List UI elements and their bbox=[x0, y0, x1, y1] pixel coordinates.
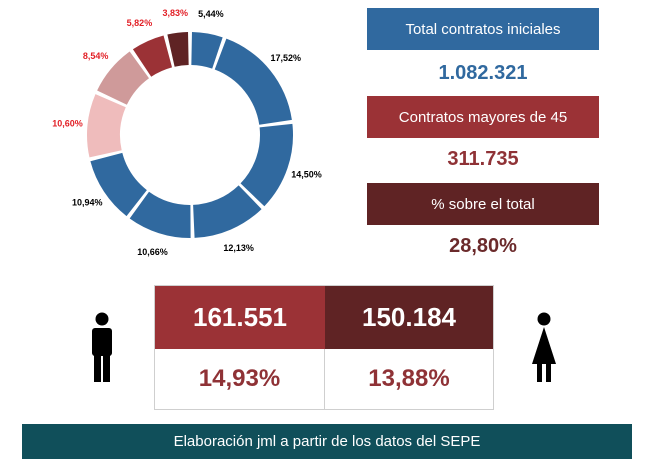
source-footer: Elaboración jml a partir de los datos de… bbox=[22, 424, 632, 459]
donut-slice bbox=[214, 38, 292, 125]
donut-slice bbox=[193, 185, 262, 238]
total-contracts-value: 1.082.321 bbox=[438, 62, 528, 84]
donut-slice bbox=[132, 35, 173, 77]
slice-percent-label: 8,54% bbox=[83, 51, 109, 61]
male-icon bbox=[92, 312, 112, 382]
donut-slice bbox=[87, 94, 126, 158]
over45-header: Contratos mayores de 45 bbox=[367, 96, 599, 138]
women-percent: 13,88% bbox=[368, 365, 450, 392]
men-count: 161.551 bbox=[155, 286, 325, 349]
total-contracts-header: Total contratos iniciales bbox=[367, 8, 599, 50]
slice-percent-label: 12,13% bbox=[223, 243, 254, 253]
over45-value: 311.735 bbox=[447, 148, 519, 170]
donut-slice bbox=[167, 32, 189, 67]
slice-percent-label: 5,44% bbox=[198, 9, 224, 19]
donut-slice bbox=[129, 191, 191, 238]
gender-table: 161.551 150.184 14,93% 13,88% bbox=[154, 285, 494, 410]
slice-percent-label: 17,52% bbox=[270, 53, 301, 63]
percent-header: % sobre el total bbox=[367, 183, 599, 225]
donut-slice bbox=[97, 51, 150, 105]
donut-slice bbox=[191, 32, 223, 69]
men-percent: 14,93% bbox=[155, 349, 325, 409]
donut-slice bbox=[90, 152, 147, 217]
slice-percent-label: 10,60% bbox=[52, 118, 83, 128]
women-count: 150.184 bbox=[325, 286, 493, 349]
donut-slice bbox=[240, 123, 294, 207]
slice-percent-label: 3,83% bbox=[162, 8, 188, 18]
slice-percent-label: 5,82% bbox=[127, 18, 153, 28]
donut-chart: 5,44% 17,52% 14,50% 12,13% 10,66% 10,94% 10,60… bbox=[52, 8, 322, 257]
slice-percent-label: 10,94% bbox=[72, 198, 103, 208]
slice-percent-label: 14,50% bbox=[291, 170, 322, 180]
percent-value: 28,80% bbox=[449, 235, 517, 257]
slice-percent-label: 10,66% bbox=[137, 247, 168, 257]
female-icon bbox=[532, 312, 556, 382]
